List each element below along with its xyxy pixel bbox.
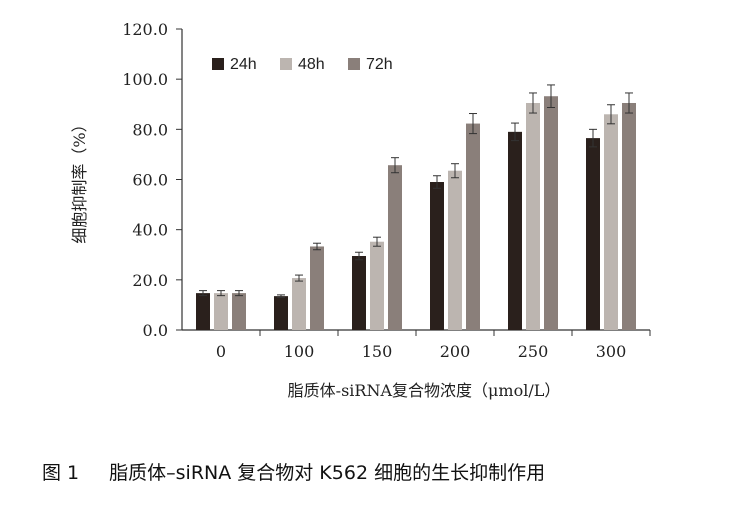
y-tick-label: 80.0	[132, 120, 168, 139]
figure-number: 图 1	[42, 462, 80, 484]
bar	[292, 278, 306, 330]
x-tick-label: 250	[518, 342, 549, 361]
chart-axes	[176, 28, 651, 336]
x-tick-label: 300	[596, 342, 627, 361]
y-tick-label: 120.0	[122, 20, 168, 39]
legend-label: 48h	[298, 56, 325, 73]
legend-label: 72h	[366, 56, 393, 73]
bar	[274, 296, 288, 330]
legend-label: 24h	[230, 56, 257, 73]
figure-caption: 图 1 脂质体–siRNA 复合物对 K562 细胞的生长抑制作用	[42, 458, 722, 485]
chart-error-bars	[199, 84, 633, 298]
bar	[388, 165, 402, 330]
bar	[430, 182, 444, 330]
bar	[622, 102, 636, 330]
bar	[448, 170, 462, 330]
bar	[526, 102, 540, 330]
bar	[466, 123, 480, 330]
y-tick-label: 60.0	[132, 171, 168, 190]
x-tick-label: 200	[440, 342, 471, 361]
x-tick-label: 0	[216, 342, 226, 361]
y-axis-title: 细胞抑制率（%）	[70, 116, 89, 243]
chart-tick-labels: 0.0 20.0 40.0 60.0 80.0 100.0 120.0 0 100 150 200 2…	[122, 20, 626, 361]
legend-swatch	[348, 58, 360, 70]
bar	[508, 131, 522, 330]
figure-caption-text: 脂质体–siRNA 复合物对 K562 细胞的生长抑制作用	[109, 462, 546, 484]
x-tick-label: 100	[284, 342, 315, 361]
bar	[604, 114, 618, 331]
y-tick-label: 0.0	[143, 321, 168, 340]
legend-swatch	[212, 58, 224, 70]
x-axis-title: 脂质体-siRNA复合物浓度（μmol/L）	[288, 381, 561, 400]
bar	[352, 256, 366, 330]
bar-chart: 0.0 20.0 40.0 60.0 80.0 100.0 120.0 0 100 150 200 2…	[70, 20, 651, 400]
bar	[370, 241, 384, 330]
chart-legend: 24h 48h 72h	[212, 56, 393, 73]
bar	[232, 293, 246, 330]
y-tick-label: 40.0	[132, 221, 168, 240]
bar	[544, 96, 558, 331]
y-tick-label: 100.0	[122, 70, 168, 89]
bar	[214, 293, 228, 330]
x-tick-label: 150	[362, 342, 393, 361]
legend-swatch	[280, 58, 292, 70]
chart-bars	[196, 96, 636, 331]
bar	[586, 138, 600, 330]
y-tick-label: 20.0	[132, 271, 168, 290]
bar	[310, 246, 324, 330]
bar	[196, 293, 210, 330]
